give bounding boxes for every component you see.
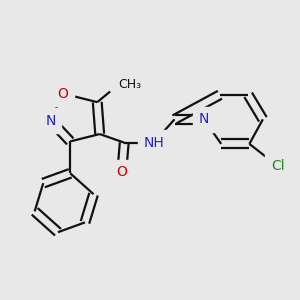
Text: NH: NH — [143, 136, 164, 150]
Text: N: N — [199, 112, 209, 126]
Text: O: O — [116, 165, 127, 179]
Text: N: N — [45, 114, 56, 128]
Text: O: O — [58, 87, 68, 100]
Text: CH₃: CH₃ — [118, 79, 141, 92]
Text: Cl: Cl — [271, 159, 284, 173]
